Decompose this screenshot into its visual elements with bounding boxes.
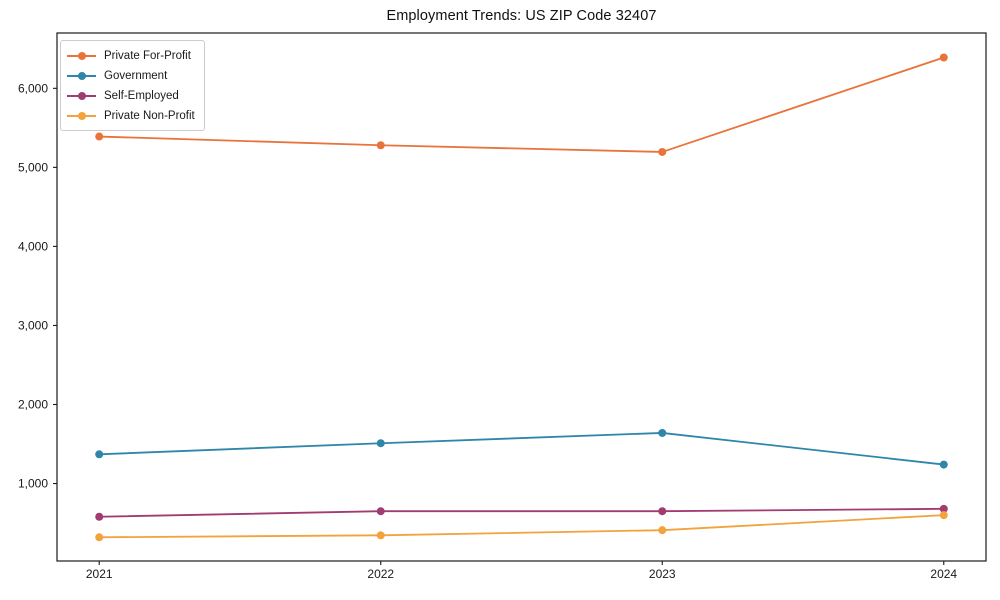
data-point-marker — [376, 439, 385, 448]
x-tick-label: 2024 — [930, 567, 957, 581]
series-line — [99, 56, 945, 153]
data-point-marker — [939, 504, 948, 513]
legend-item: Private Non-Profit — [67, 107, 195, 124]
y-tick-label: 3,000 — [18, 318, 48, 332]
data-point-marker — [939, 460, 948, 469]
y-tick-label: 4,000 — [18, 239, 48, 253]
data-point-marker — [658, 428, 667, 437]
data-point-marker — [376, 141, 385, 150]
legend-label: Self-Employed — [104, 89, 179, 102]
series-line — [99, 507, 944, 518]
data-point-marker — [939, 53, 948, 62]
plot-border — [56, 32, 987, 562]
x-tick-label: 2023 — [649, 567, 676, 581]
data-point-marker — [658, 526, 667, 535]
legend-line-marker-icon — [67, 91, 96, 100]
y-tick-label: 6,000 — [18, 81, 48, 95]
legend: Private For-Profit Government Self-Employe… — [60, 40, 205, 131]
data-point-marker — [95, 533, 104, 542]
legend-item: Self-Employed — [67, 87, 195, 104]
legend-line-marker-icon — [67, 51, 96, 60]
data-point-marker — [95, 132, 104, 141]
chart-title: Employment Trends: US ZIP Code 32407 — [386, 8, 657, 24]
series-line — [99, 432, 944, 466]
data-point-marker — [658, 507, 667, 516]
legend-line-marker-icon — [67, 71, 96, 80]
data-point-marker — [95, 512, 104, 521]
legend-item: Government — [67, 67, 195, 84]
y-tick-label: 1,000 — [18, 477, 48, 491]
legend-label: Government — [104, 69, 168, 82]
data-point-marker — [658, 147, 667, 156]
data-point-marker — [376, 531, 385, 540]
data-point-marker — [376, 507, 385, 516]
series-line — [99, 514, 944, 539]
legend-label: Private For-Profit — [104, 49, 191, 62]
y-tick-label: 5,000 — [18, 160, 48, 174]
legend-line-marker-icon — [67, 111, 96, 120]
data-point-marker — [95, 450, 104, 459]
x-tick-label: 2022 — [367, 567, 394, 581]
y-tick-label: 2,000 — [18, 397, 48, 411]
data-point-marker — [939, 511, 948, 520]
x-tick-label: 2021 — [86, 567, 113, 581]
legend-item: Private For-Profit — [67, 47, 195, 64]
legend-label: Private Non-Profit — [104, 109, 195, 122]
